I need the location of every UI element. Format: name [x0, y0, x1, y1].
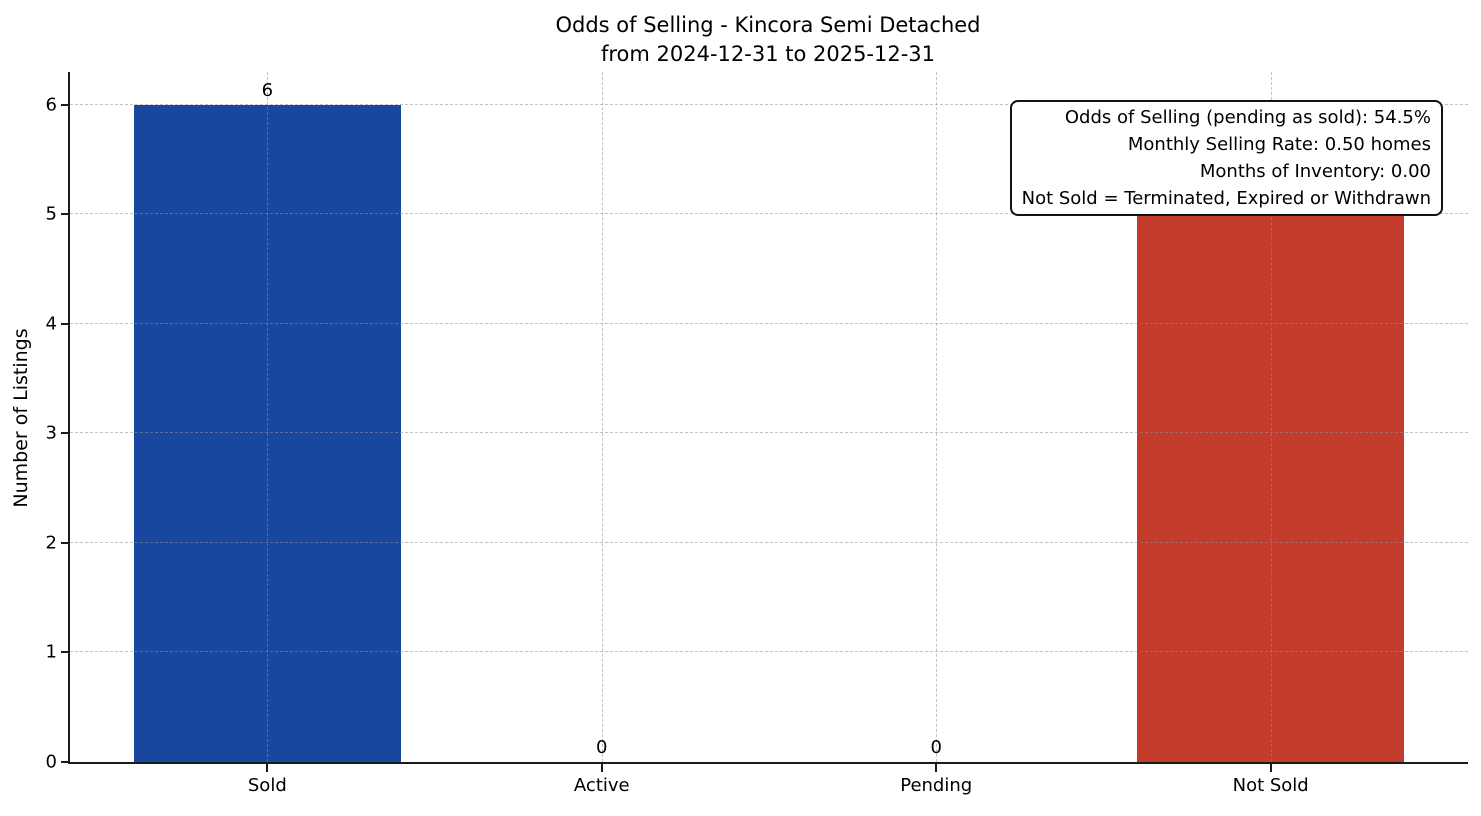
annotation-line-odds: Odds of Selling (pending as sold): 54.5%	[1064, 107, 1431, 128]
x-tick-mark	[600, 762, 603, 772]
x-tick-label: Pending	[900, 775, 973, 796]
y-tick-mark	[61, 761, 70, 763]
y-tick-mark	[61, 541, 70, 544]
gridline-vertical	[1270, 72, 1272, 762]
y-tick-label: 2	[45, 532, 57, 554]
gridline-horizontal	[70, 432, 1468, 434]
gridline-horizontal	[70, 651, 1468, 653]
chart-title: Odds of Selling - Kincora Semi Detached …	[68, 11, 1468, 69]
annotation-line-not-sold-def: Not Sold = Terminated, Expired or Withdr…	[1021, 188, 1431, 209]
x-tick-label: Active	[573, 775, 630, 796]
bar-value-label: 0	[596, 737, 608, 758]
gridline-vertical	[936, 72, 938, 762]
y-tick-label: 1	[45, 641, 57, 663]
y-tick-label: 5	[45, 203, 57, 225]
gridline-horizontal	[70, 541, 1468, 543]
stats-annotation-box: Odds of Selling (pending as sold): 54.5%…	[1009, 100, 1443, 216]
gridline-vertical	[267, 72, 269, 762]
y-tick-mark	[61, 432, 70, 435]
gridline-horizontal	[70, 322, 1468, 324]
y-tick-label: 3	[45, 422, 57, 444]
y-axis-label: Number of Listings	[10, 328, 32, 508]
y-tick-label: 6	[45, 94, 57, 116]
bar-not-sold	[1136, 214, 1405, 762]
annotation-line-inventory: Months of Inventory: 0.00	[1199, 161, 1431, 182]
x-tick-label: Sold	[247, 775, 287, 796]
y-tick-label: 0	[45, 751, 57, 773]
y-tick-mark	[61, 103, 70, 106]
y-tick-label: 4	[45, 313, 57, 335]
x-tick-mark	[1269, 762, 1272, 772]
chart-title-line1: Odds of Selling - Kincora Semi Detached	[555, 13, 981, 37]
gridline-horizontal	[70, 103, 1468, 105]
x-tick-label: Not Sold	[1232, 775, 1309, 796]
chart-title-line2: from 2024-12-31 to 2025-12-31	[600, 42, 936, 66]
gridline-vertical	[601, 72, 603, 762]
y-tick-mark	[61, 651, 70, 654]
x-tick-mark	[266, 762, 269, 772]
plot-area: Odds of Selling (pending as sold): 54.5%…	[46, 72, 1468, 796]
bar-value-label: 0	[930, 737, 942, 758]
y-tick-mark	[61, 213, 70, 216]
gridline-horizontal	[70, 213, 1468, 215]
annotation-line-monthly-rate: Monthly Selling Rate: 0.50 homes	[1127, 134, 1431, 155]
x-tick-mark	[935, 762, 938, 772]
bar-value-label: 6	[261, 79, 274, 101]
y-tick-mark	[61, 322, 70, 325]
